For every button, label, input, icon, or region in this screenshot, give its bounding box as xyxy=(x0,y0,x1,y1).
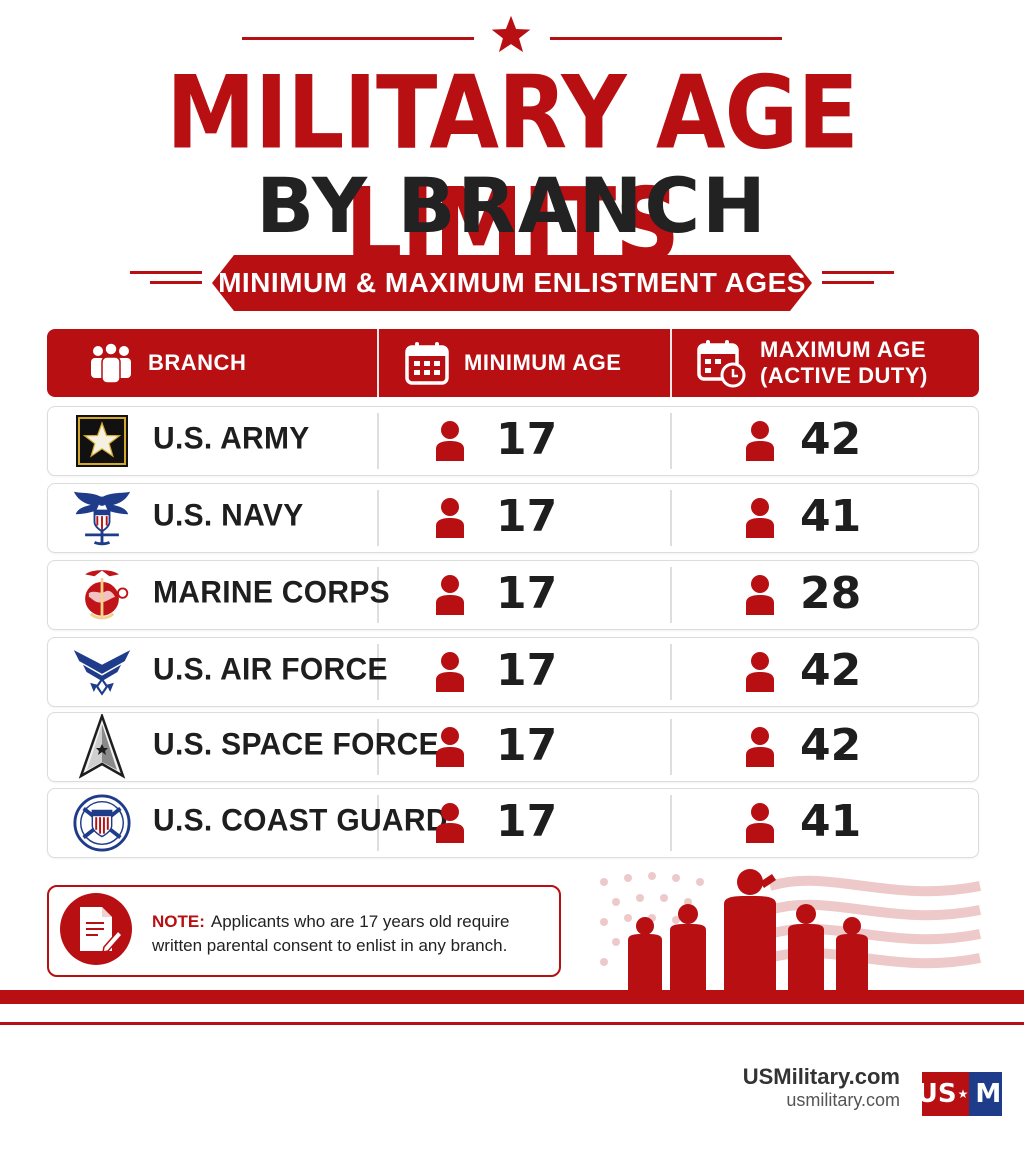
army-star-icon xyxy=(72,411,132,471)
person-icon xyxy=(430,801,470,845)
soldier-silhouettes xyxy=(628,869,868,990)
note-line-1: NOTE: Applicants who are 17 years old req… xyxy=(152,910,552,934)
row-divider xyxy=(670,413,672,469)
subtitle-rule-right-2 xyxy=(822,281,874,284)
person-icon xyxy=(430,650,470,694)
page-title: MILITARY AGE LIMITS xyxy=(166,54,859,285)
logo-star-icon: ★ xyxy=(957,1087,969,1101)
minimum-age-value: 17 xyxy=(496,568,558,619)
star-icon xyxy=(491,15,531,53)
subtitle-rule-left-2 xyxy=(150,281,202,284)
subtitle-banner: MINIMUM & MAXIMUM ENLISTMENT AGES xyxy=(212,255,812,311)
row-divider xyxy=(377,795,379,851)
person-icon xyxy=(740,725,780,769)
column-header-label-sub: (ACTIVE DUTY) xyxy=(760,363,928,388)
maximum-age-value: 42 xyxy=(800,414,862,465)
title-rule-right xyxy=(550,37,782,40)
footer-band xyxy=(0,990,1024,1004)
group-icon xyxy=(88,340,134,386)
person-icon xyxy=(740,573,780,617)
person-icon xyxy=(430,573,470,617)
minimum-age-value: 17 xyxy=(496,720,558,771)
table-row xyxy=(47,637,979,707)
site-logo: US ★ M xyxy=(922,1072,1002,1116)
footer-rule xyxy=(0,1022,1024,1025)
calendar-clock-icon xyxy=(696,338,746,388)
subtitle-text: MINIMUM & MAXIMUM ENLISTMENT AGES xyxy=(218,267,806,298)
row-divider xyxy=(377,567,379,623)
person-icon xyxy=(740,419,780,463)
logo-text-right-wrap: M xyxy=(969,1072,1002,1116)
column-header-label-wrap: MAXIMUM AGE (ACTIVE DUTY) xyxy=(760,337,928,389)
row-divider xyxy=(670,795,672,851)
row-divider xyxy=(670,567,672,623)
navy-eagle-icon xyxy=(72,488,132,548)
space-force-delta-icon xyxy=(72,714,132,779)
branch-name: U.S. ARMY xyxy=(153,421,310,456)
column-header-max-age: MAXIMUM AGE (ACTIVE DUTY) xyxy=(696,329,928,397)
minimum-age-value: 17 xyxy=(496,645,558,696)
site-url[interactable]: usmilitary.com xyxy=(786,1090,900,1110)
minimum-age-value: 17 xyxy=(496,414,558,465)
marine-globe-anchor-icon xyxy=(72,565,132,625)
row-divider xyxy=(377,490,379,546)
branch-name: U.S. SPACE FORCE xyxy=(153,727,439,762)
logo-text-right: M xyxy=(975,1079,1002,1109)
note-label: NOTE: xyxy=(152,912,205,931)
maximum-age-value: 42 xyxy=(800,645,862,696)
calendar-icon xyxy=(404,340,450,386)
air-force-wings-icon xyxy=(72,642,132,702)
minimum-age-value: 17 xyxy=(496,491,558,542)
coast-guard-shield-icon xyxy=(72,793,132,853)
document-pen-icon xyxy=(80,907,124,953)
person-icon xyxy=(740,801,780,845)
row-divider xyxy=(670,490,672,546)
title-rule-left xyxy=(242,37,474,40)
table-row xyxy=(47,406,979,476)
table-header xyxy=(47,329,979,397)
person-icon xyxy=(430,419,470,463)
page-title-secondary: BY BRANCH xyxy=(256,161,768,250)
maximum-age-value: 41 xyxy=(800,491,862,542)
subtitle-rule-left-1 xyxy=(130,271,202,274)
header-divider xyxy=(670,329,672,397)
column-header-label: MINIMUM AGE xyxy=(464,350,622,375)
column-header-label: BRANCH xyxy=(148,350,247,375)
branch-name: U.S. AIR FORCE xyxy=(153,652,388,687)
logo-text-left: US xyxy=(922,1079,957,1109)
branch-name: U.S. COAST GUARD xyxy=(153,803,448,838)
soldiers-flag-illustration xyxy=(600,869,990,990)
maximum-age-value: 41 xyxy=(800,796,862,847)
row-divider xyxy=(670,719,672,775)
table-row xyxy=(47,712,979,782)
row-divider xyxy=(670,644,672,700)
branch-name: U.S. NAVY xyxy=(153,498,304,533)
row-divider xyxy=(377,644,379,700)
maximum-age-value: 28 xyxy=(800,568,862,619)
note-box xyxy=(47,885,561,977)
column-header-min-age: MINIMUM AGE xyxy=(404,329,621,397)
table-row xyxy=(47,560,979,630)
column-header-label: MAXIMUM AGE xyxy=(760,337,927,362)
minimum-age-value: 17 xyxy=(496,796,558,847)
branch-name: MARINE CORPS xyxy=(153,575,390,610)
person-icon xyxy=(430,496,470,540)
row-divider xyxy=(377,719,379,775)
note-body-1: Applicants who are 17 years old require xyxy=(210,912,510,931)
table-row xyxy=(47,788,979,858)
column-header-branch: BRANCH xyxy=(88,329,246,397)
person-icon xyxy=(740,496,780,540)
subtitle-rule-right-1 xyxy=(822,271,894,274)
header-divider xyxy=(377,329,379,397)
person-icon xyxy=(430,725,470,769)
site-name: USMilitary.com xyxy=(742,1064,900,1089)
table-row xyxy=(47,483,979,553)
person-icon xyxy=(740,650,780,694)
note-body-2: written parental consent to enlist in an… xyxy=(152,936,508,955)
note-icon-badge xyxy=(60,893,132,965)
maximum-age-value: 42 xyxy=(800,720,862,771)
note-text: NOTE: Applicants who are 17 years old req… xyxy=(152,910,552,958)
row-divider xyxy=(377,413,379,469)
